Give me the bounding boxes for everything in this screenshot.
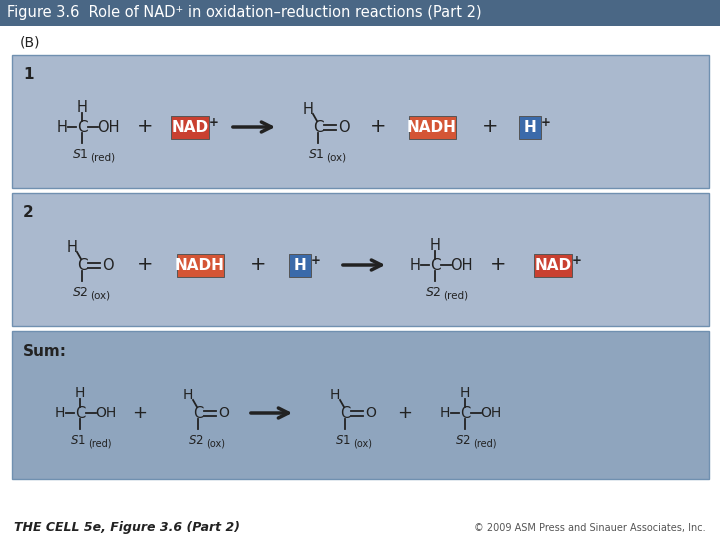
Text: (red): (red) [443,291,468,301]
Text: NAD: NAD [171,119,209,134]
Text: $S1$: $S1$ [72,148,89,161]
Text: (ox): (ox) [353,439,372,449]
Text: H: H [410,258,420,273]
Text: +: + [250,255,266,274]
Text: +: + [572,254,582,267]
Text: C: C [77,258,87,273]
Text: +: + [209,116,219,129]
FancyBboxPatch shape [519,116,541,138]
Text: OH: OH [96,119,120,134]
Text: H: H [460,386,470,400]
Text: C: C [430,258,441,273]
FancyBboxPatch shape [176,253,223,276]
Text: OH: OH [450,258,472,273]
FancyBboxPatch shape [289,253,311,276]
Text: (red): (red) [90,153,115,163]
Text: C: C [340,406,350,421]
Text: H: H [523,119,536,134]
Text: © 2009 ASM Press and Sinauer Associates, Inc.: © 2009 ASM Press and Sinauer Associates,… [474,523,706,533]
Text: $S1$: $S1$ [70,435,86,448]
Text: H: H [183,388,193,402]
Text: OH: OH [95,406,117,420]
Text: $S2$: $S2$ [72,287,89,300]
Text: +: + [137,255,153,274]
Text: +: + [540,116,550,129]
Text: NADH: NADH [407,119,457,134]
Text: C: C [312,119,323,134]
Text: $S1$: $S1$ [307,148,324,161]
Text: +: + [132,404,148,422]
Text: THE CELL 5e, Figure 3.6 (Part 2): THE CELL 5e, Figure 3.6 (Part 2) [14,522,240,535]
Text: (red): (red) [473,439,497,449]
Text: H: H [330,388,340,402]
FancyBboxPatch shape [408,116,456,138]
Text: (ox): (ox) [90,291,110,301]
Text: (red): (red) [88,439,112,449]
Text: NAD: NAD [534,258,572,273]
Text: C: C [460,406,470,421]
Text: $S2$: $S2$ [455,435,471,448]
Text: Figure 3.6  Role of NAD⁺ in oxidation–reduction reactions (Part 2): Figure 3.6 Role of NAD⁺ in oxidation–red… [7,5,482,21]
Text: H: H [57,119,68,134]
Text: NADH: NADH [175,258,225,273]
Bar [12,55,709,188]
Text: +: + [310,254,320,267]
Bar [12,193,709,326]
Text: OH: OH [480,406,502,420]
Text: $S1$: $S1$ [335,435,351,448]
Text: O: O [366,406,377,420]
Bar [12,331,709,479]
Bar [0,0,720,26]
Text: +: + [490,255,506,274]
Text: H: H [75,386,85,400]
Text: 2: 2 [23,205,34,220]
Text: H: H [55,406,66,420]
Text: (B): (B) [20,36,40,50]
Text: H: H [430,238,441,253]
Text: O: O [338,119,350,134]
Text: C: C [77,119,87,134]
Text: +: + [370,118,386,137]
Text: (ox): (ox) [206,439,225,449]
Text: C: C [75,406,85,421]
Text: H: H [440,406,450,420]
Text: H: H [66,240,78,254]
Text: H: H [302,102,313,117]
Text: $S2$: $S2$ [188,435,204,448]
Text: H: H [294,258,307,273]
Text: C: C [193,406,203,421]
Text: H: H [76,99,87,114]
Text: O: O [219,406,230,420]
Text: +: + [482,118,498,137]
Text: +: + [397,404,413,422]
Text: 1: 1 [23,67,34,82]
Text: (ox): (ox) [326,153,346,163]
Text: $S2$: $S2$ [425,287,441,300]
FancyBboxPatch shape [534,253,572,276]
Text: +: + [137,118,153,137]
FancyBboxPatch shape [171,116,210,138]
Text: Sum:: Sum: [23,344,67,359]
Text: O: O [102,258,114,273]
